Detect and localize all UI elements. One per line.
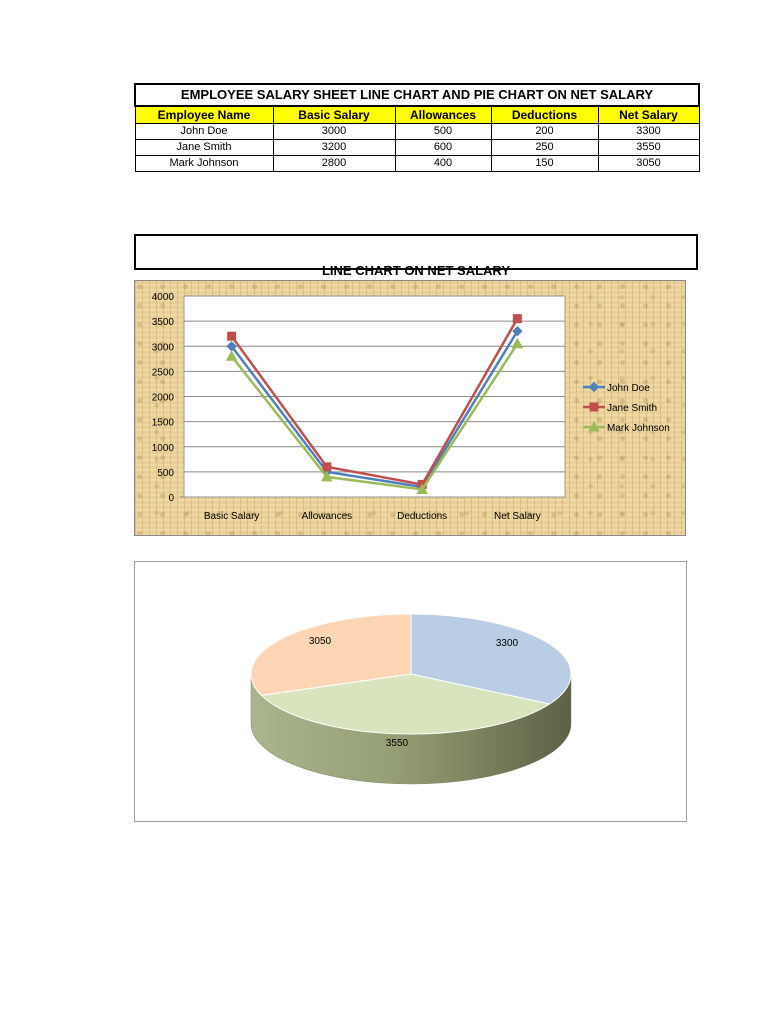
- cell-deductions: 150: [490, 155, 599, 172]
- legend-marker: [589, 402, 599, 412]
- cell-name: John Doe: [134, 123, 274, 140]
- cell-deductions: 200: [490, 123, 599, 140]
- cell-allowances: 600: [394, 139, 492, 156]
- x-tick-label: Basic Salary: [204, 511, 260, 522]
- pie-chart: 3300 3550 3050: [134, 561, 687, 822]
- header-basic-salary: Basic Salary: [272, 105, 396, 124]
- data-point: [512, 325, 523, 337]
- cell-name: Mark Johnson: [134, 155, 274, 172]
- salary-table: EMPLOYEE SALARY SHEET LINE CHART AND PIE…: [134, 83, 700, 172]
- pie-chart-svg: 3300 3550 3050: [250, 613, 572, 785]
- legend-label: Jane Smith: [607, 403, 657, 414]
- data-point: [225, 350, 238, 361]
- line-chart-title-box: LINE CHART ON NET SALARY: [134, 234, 698, 278]
- cell-allowances: 500: [394, 123, 492, 140]
- table-row: John Doe 3000 500 200 3300: [134, 123, 700, 140]
- line-chart-svg: 0 500 1000 1500 2000 2500 3000 3500 4000 Basic Sa…: [152, 292, 670, 522]
- x-tick-label: Deductions: [397, 511, 447, 522]
- pie-data-label: 3300: [496, 638, 519, 649]
- pie-slice: [410, 613, 572, 705]
- data-point: [227, 331, 237, 341]
- series-line: [230, 317, 519, 486]
- cell-allowances: 400: [394, 155, 492, 172]
- line-chart-title: LINE CHART ON NET SALARY: [321, 263, 511, 278]
- pie-slice: [260, 673, 551, 735]
- cell-name: Jane Smith: [134, 139, 274, 156]
- pie-slice: [250, 613, 412, 696]
- y-tick-label: 2500: [152, 367, 175, 378]
- cell-net: 3300: [597, 123, 700, 140]
- cell-deductions: 250: [490, 139, 599, 156]
- series-line: [230, 343, 519, 491]
- cell-basic: 3000: [272, 123, 396, 140]
- y-tick-label: 1000: [152, 443, 175, 454]
- header-allowances: Allowances: [394, 105, 492, 124]
- pie-data-label: 3550: [386, 738, 409, 749]
- legend-label: Mark Johnson: [607, 423, 670, 434]
- x-tick-label: Allowances: [302, 511, 353, 522]
- table-title: EMPLOYEE SALARY SHEET LINE CHART AND PIE…: [134, 83, 700, 107]
- table-row: Mark Johnson 2800 400 150 3050: [134, 155, 700, 172]
- data-point: [416, 483, 428, 494]
- series-line: [230, 330, 519, 489]
- y-tick-label: 2000: [152, 393, 175, 404]
- table-row: Jane Smith 3200 600 250 3550: [134, 139, 700, 156]
- y-tick-label: 3000: [152, 342, 175, 353]
- header-employee-name: Employee Name: [134, 105, 274, 124]
- y-tick-label: 500: [157, 468, 174, 479]
- pie-data-label: 3050: [309, 636, 332, 647]
- data-point: [322, 462, 332, 472]
- table-header-row: Employee Name Basic Salary Allowances De…: [134, 105, 700, 124]
- y-tick-label: 1500: [152, 418, 175, 429]
- cell-net: 3550: [597, 139, 700, 156]
- header-deductions: Deductions: [490, 105, 599, 124]
- cell-basic: 2800: [272, 155, 396, 172]
- data-point: [511, 337, 524, 349]
- line-chart: 0 500 1000 1500 2000 2500 3000 3500 4000 Basic Sa…: [134, 280, 686, 536]
- x-tick-label: Net Salary: [494, 511, 541, 522]
- y-tick-label: 0: [168, 493, 174, 504]
- y-tick-label: 4000: [152, 292, 175, 303]
- cell-basic: 3200: [272, 139, 396, 156]
- header-net-salary: Net Salary: [597, 105, 700, 124]
- legend-marker: [588, 381, 600, 393]
- legend-label: John Doe: [607, 383, 650, 394]
- data-point: [321, 470, 333, 482]
- data-point: [512, 314, 522, 324]
- cell-net: 3050: [597, 155, 700, 172]
- legend-marker: [588, 420, 600, 432]
- y-tick-label: 3500: [152, 317, 175, 328]
